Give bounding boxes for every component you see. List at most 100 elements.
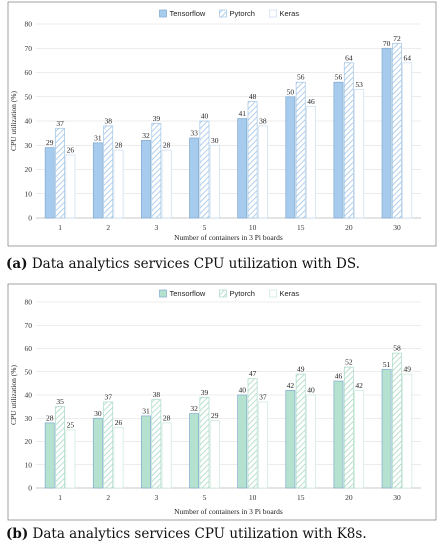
bar-keras-2: [113, 149, 124, 219]
bar-value-label: 64: [345, 53, 353, 62]
x-tick-label: 1: [58, 223, 62, 232]
x-axis-title: Number of containers in 3 Pi boards: [174, 233, 283, 242]
bar-tensorflow-15: [285, 96, 296, 219]
bar-value-label: 38: [153, 390, 161, 399]
legend-label-tensorflow: Tensorflow: [170, 9, 206, 18]
bar-value-label: 47: [249, 369, 257, 378]
bar-tensorflow-10: [237, 118, 248, 219]
bar-value-label: 58: [393, 344, 401, 353]
y-tick-label: 50: [25, 367, 33, 376]
chart-panel-ds: 0 10 20 30 40 50 60 70 80 CPU utilization (%) 29 37…: [6, 1, 437, 272]
bar-value-label: 51: [383, 360, 391, 369]
bar-pytorch-20: [343, 62, 354, 219]
x-tick-label: 20: [345, 223, 353, 232]
bar-tensorflow-1: [44, 147, 55, 219]
bar-value-label: 39: [153, 114, 161, 123]
bar-value-label: 30: [211, 136, 219, 145]
bar-keras-1: [65, 429, 76, 489]
legend-swatch-pytorch: [219, 9, 227, 18]
x-tick-label: 2: [106, 493, 110, 502]
legend-label-pytorch: Pytorch: [230, 289, 255, 298]
bar-keras-5: [209, 144, 220, 219]
bar-keras-3: [161, 149, 172, 219]
legend-swatch-pytorch: [219, 289, 227, 298]
y-tick-label: 10: [25, 189, 33, 198]
bar-tensorflow-3: [141, 415, 151, 489]
y-tick-label: 70: [25, 321, 33, 330]
bar-tensorflow-5: [189, 137, 200, 219]
bar-value-label: 32: [190, 404, 198, 413]
legend-swatch-keras: [269, 9, 277, 18]
bar-value-label: 40: [238, 386, 246, 395]
y-tick-label: 0: [28, 484, 32, 493]
legend-swatch-tensorflow: [159, 289, 167, 298]
x-tick-label: 30: [393, 493, 401, 502]
caption-ds: (a) Data analytics services CPU utilizat…: [6, 256, 360, 272]
bar-pytorch-2: [103, 401, 114, 489]
bar-value-label: 31: [94, 133, 102, 142]
y-tick-label: 30: [25, 141, 33, 150]
bar-value-label: 48: [249, 92, 257, 101]
bar-tensorflow-1: [44, 422, 55, 489]
bar-keras-1: [65, 154, 76, 219]
bar-value-label: 46: [307, 97, 315, 106]
x-axis-title: Number of containers in 3 Pi boards: [174, 507, 283, 516]
bar-pytorch-10: [247, 378, 258, 489]
bar-pytorch-5: [199, 396, 210, 489]
x-tick-label: 5: [203, 223, 207, 232]
x-tick-label: 15: [297, 223, 305, 232]
bar-value-label: 33: [190, 128, 198, 137]
bar-pytorch-1: [55, 127, 65, 219]
x-tick-label: 30: [393, 223, 401, 232]
x-tick-label: 20: [345, 493, 353, 502]
bar-tensorflow-30: [381, 369, 392, 489]
bar-keras-20: [354, 389, 365, 489]
y-tick-label: 60: [25, 344, 33, 353]
y-tick-label: 20: [25, 165, 33, 174]
bar-tensorflow-20: [333, 380, 344, 489]
y-tick-label: 40: [25, 391, 33, 400]
bar-tensorflow-2: [92, 417, 103, 489]
legend: Tensorflow Pytorch Keras: [159, 9, 299, 18]
x-tick-label: 10: [249, 223, 257, 232]
bar-keras-5: [209, 420, 220, 489]
bar-value-label: 72: [393, 34, 401, 43]
x-tick-label: 2: [106, 223, 110, 232]
bar-value-label: 29: [211, 411, 219, 420]
y-tick-label: 80: [25, 298, 33, 307]
bar-value-label: 35: [56, 397, 64, 406]
bar-value-label: 37: [56, 119, 64, 128]
bar-value-label: 64: [404, 53, 412, 62]
y-axis-title: CPU utilization (%): [9, 365, 18, 425]
legend-swatch-tensorflow: [159, 9, 167, 18]
caption-k8s: (b) Data analytics services CPU utilizat…: [6, 526, 367, 542]
bar-tensorflow-30: [381, 47, 392, 219]
bar-value-label: 50: [287, 87, 295, 96]
y-tick-label: 0: [28, 214, 32, 223]
bar-value-label: 26: [67, 145, 75, 154]
y-tick-label: 80: [25, 20, 33, 29]
caption-ds-text: Data analytics services CPU utilization …: [31, 256, 360, 272]
bar-value-label: 49: [404, 365, 412, 374]
y-tick-label: 60: [25, 68, 33, 77]
bar-tensorflow-15: [285, 389, 296, 489]
bar-value-label: 32: [142, 131, 150, 140]
bar-keras-2: [113, 427, 124, 489]
bar-keras-20: [354, 89, 365, 219]
bar-value-label: 42: [287, 381, 295, 390]
bar-value-label: 28: [163, 141, 171, 150]
bar-keras-30: [402, 373, 413, 489]
bar-pytorch-3: [151, 399, 162, 489]
bar-pytorch-30: [392, 43, 402, 219]
legend: Tensorflow Pytorch Keras: [159, 289, 299, 298]
bar-tensorflow-2: [92, 142, 103, 219]
bar-value-label: 31: [142, 406, 150, 415]
bar-pytorch-30: [392, 352, 402, 489]
bar-value-label: 46: [335, 372, 343, 381]
bar-pytorch-15: [295, 373, 306, 489]
bar-pytorch-3: [151, 123, 162, 219]
bar-value-label: 40: [201, 112, 209, 121]
bar-value-label: 53: [355, 80, 363, 89]
y-tick-label: 70: [25, 44, 33, 53]
